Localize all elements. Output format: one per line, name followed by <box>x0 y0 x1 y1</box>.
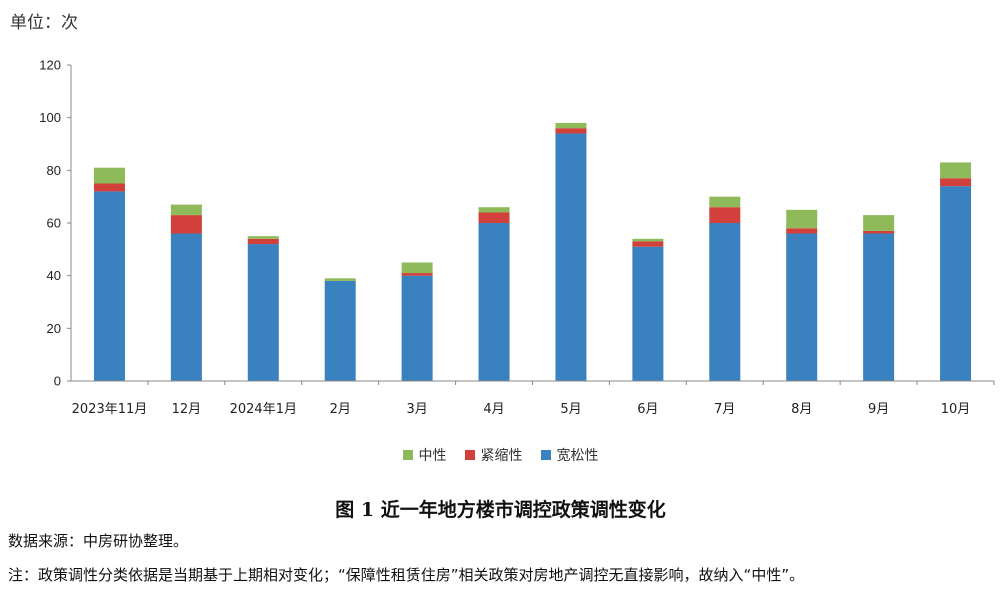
footnote-text: 注：政策调性分类依据是当期基于上期相对变化；“保障性租赁住房”相关政策对房地产调… <box>8 566 805 584</box>
legend-swatch-neutral <box>402 450 413 460</box>
bar-segment-neutral <box>93 167 125 184</box>
bar-segment-tight <box>632 241 664 247</box>
bar-segment-tight <box>401 273 433 276</box>
bar-segment-tight <box>709 207 741 223</box>
x-tick-label: 9月 <box>868 402 889 417</box>
y-tick-label: 60 <box>47 216 61 231</box>
x-tick-label: 6月 <box>637 402 658 417</box>
x-axis: 2023年11月 12月 2024年1月 2月 3月 4月 5月 6月 7月 8月 9月 10月 <box>71 380 995 417</box>
data-source-text: 数据来源：中房研协整理。 <box>8 532 189 550</box>
bar-segment-neutral <box>324 278 356 281</box>
bar-segment-loose <box>247 244 279 381</box>
x-tick-label: 3月 <box>406 402 427 417</box>
y-tick-label: 0 <box>54 374 61 389</box>
bar-segment-tight <box>478 212 510 223</box>
bar-segment-neutral <box>247 236 279 239</box>
legend-label-tight: 紧缩性 <box>480 448 523 464</box>
y-axis: 0 20 40 60 80 100 120 <box>39 58 72 389</box>
bar-segment-loose <box>632 246 664 381</box>
bar-segment-loose <box>324 280 356 381</box>
bar-segment-neutral <box>863 215 895 231</box>
x-tick-label: 10月 <box>941 402 971 417</box>
bar-segment-neutral <box>555 122 587 129</box>
legend-label-loose: 宽松性 <box>556 448 599 464</box>
x-tick-label: 5月 <box>560 402 581 417</box>
legend-item-loose: 宽松性 <box>540 445 599 465</box>
bar-segment-neutral <box>709 196 741 208</box>
bar-segment-neutral <box>632 238 664 242</box>
bar-segment-tight <box>555 128 587 134</box>
x-tick-label: 2023年11月 <box>72 402 148 417</box>
chart-legend: 中性 紧缩性 宽松性 <box>0 445 1001 465</box>
bar-segment-loose <box>478 223 510 381</box>
bar-segment-neutral <box>940 162 972 179</box>
stacked-bar-chart: 0 20 40 60 80 100 120 2023年11月 12月 2024年1月 2月 3月 4月… <box>39 58 995 417</box>
bar-segment-tight <box>863 230 895 234</box>
bar-segment-loose <box>709 223 741 381</box>
legend-item-neutral: 中性 <box>402 445 447 465</box>
x-tick-label: 8月 <box>791 402 812 417</box>
bar-segment-loose <box>786 233 818 381</box>
y-tick-label: 20 <box>47 321 61 336</box>
bar-segment-tight <box>247 238 279 245</box>
x-tick-label: 2月 <box>330 402 351 417</box>
x-tick-label: 2024年1月 <box>230 402 297 417</box>
bar-segment-loose <box>940 186 972 381</box>
y-tick-label: 120 <box>39 58 61 73</box>
bar-segment-loose <box>93 191 125 381</box>
x-tick-label: 12月 <box>172 402 202 417</box>
bar-segment-tight <box>786 228 818 234</box>
bar-segment-loose <box>401 275 433 381</box>
figure-title: 图 1 近一年地方楼市调控政策调性变化 <box>335 499 666 521</box>
bar-segment-neutral <box>170 204 202 216</box>
bar-segment-neutral <box>401 262 433 274</box>
legend-label-neutral: 中性 <box>418 448 447 464</box>
bar-series <box>93 122 972 381</box>
bar-segment-loose <box>555 133 587 381</box>
bar-segment-loose <box>170 233 202 381</box>
y-tick-label: 80 <box>47 163 61 178</box>
y-tick-label: 100 <box>39 110 61 125</box>
bar-segment-neutral <box>478 207 510 213</box>
legend-swatch-tight <box>464 450 475 460</box>
y-tick-label: 40 <box>47 268 61 283</box>
legend-item-tight: 紧缩性 <box>464 445 523 465</box>
unit-label: 单位：次 <box>10 13 78 33</box>
x-tick-label: 4月 <box>483 402 504 417</box>
bar-segment-neutral <box>786 209 818 229</box>
bar-segment-tight <box>170 215 202 234</box>
legend-swatch-loose <box>540 450 551 460</box>
bar-segment-tight <box>940 178 972 187</box>
bar-segment-loose <box>863 233 895 381</box>
x-tick-label: 7月 <box>714 402 735 417</box>
bar-segment-tight <box>93 183 125 192</box>
